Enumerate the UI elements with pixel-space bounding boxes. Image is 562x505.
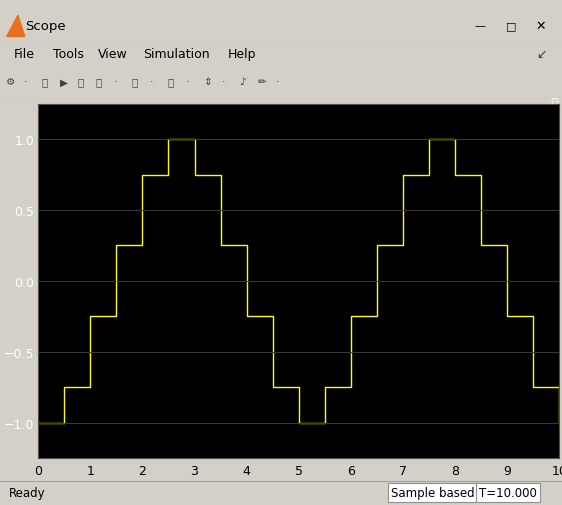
Text: ✕: ✕	[536, 20, 546, 33]
Text: Help: Help	[228, 47, 256, 61]
Text: Simulation: Simulation	[143, 47, 210, 61]
Text: ⏺: ⏺	[42, 77, 48, 87]
Text: ⏸: ⏸	[78, 77, 84, 87]
Text: File: File	[14, 47, 35, 61]
Text: ⇕: ⇕	[203, 77, 212, 87]
Text: 5: 5	[294, 464, 303, 477]
Text: ♪: ♪	[239, 77, 246, 87]
Text: Tools: Tools	[53, 47, 84, 61]
Text: ⊡: ⊡	[550, 96, 558, 107]
Text: ·: ·	[114, 77, 117, 87]
Text: 1: 1	[87, 464, 94, 477]
Text: ·: ·	[221, 77, 225, 87]
Text: 9: 9	[503, 464, 511, 477]
Text: 10: 10	[551, 464, 562, 477]
Text: ·: ·	[275, 77, 279, 87]
Text: 6: 6	[347, 464, 355, 477]
Text: 7: 7	[399, 464, 407, 477]
Text: Scope: Scope	[25, 20, 66, 33]
Text: ⏹: ⏹	[96, 77, 102, 87]
Polygon shape	[7, 16, 25, 37]
Text: View: View	[98, 47, 128, 61]
Text: —: —	[475, 21, 486, 31]
Text: ⚙: ⚙	[6, 77, 15, 87]
Text: ⤢: ⤢	[132, 77, 138, 87]
Text: 2: 2	[138, 464, 146, 477]
Text: ↙: ↙	[536, 47, 546, 61]
Text: Sample based: Sample based	[391, 486, 474, 499]
Text: 4: 4	[243, 464, 251, 477]
Text: ·: ·	[24, 77, 27, 87]
Text: 3: 3	[191, 464, 198, 477]
Text: Ready: Ready	[8, 486, 45, 499]
Text: □: □	[506, 21, 516, 31]
Text: 🔍: 🔍	[167, 77, 174, 87]
Text: ·: ·	[149, 77, 153, 87]
Text: ▶: ▶	[60, 77, 67, 87]
Text: T=10.000: T=10.000	[479, 486, 537, 499]
Text: 8: 8	[451, 464, 459, 477]
Text: 0: 0	[34, 464, 42, 477]
Text: ✏: ✏	[257, 77, 266, 87]
Text: ·: ·	[185, 77, 189, 87]
